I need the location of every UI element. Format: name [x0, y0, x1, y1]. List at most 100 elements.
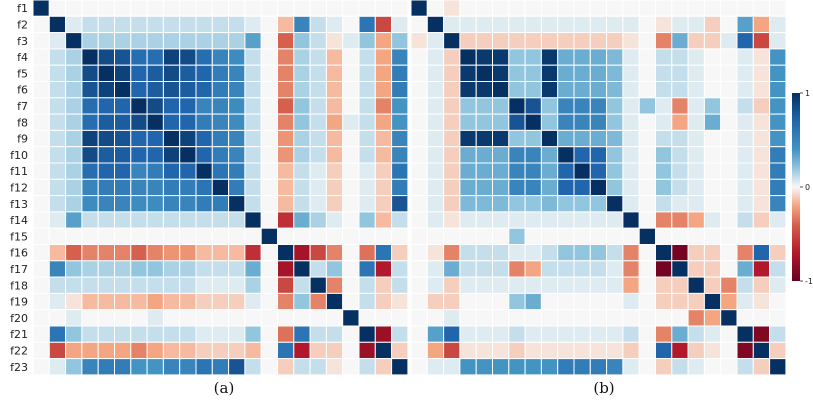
heatmap-cell: [130, 260, 148, 278]
heatmap-cell: [358, 227, 376, 245]
heatmap-cell: [179, 292, 197, 311]
heatmap-cell: [325, 309, 344, 327]
heatmap-cell: [540, 309, 559, 327]
heatmap-cell: [342, 325, 360, 343]
heatmap-cell: [752, 309, 771, 327]
heatmap-cell: [325, 97, 344, 115]
heatmap-cell: [228, 129, 246, 148]
heatmap-cell: [244, 227, 262, 245]
heatmap-cell: [524, 325, 542, 343]
heatmap-cell: [374, 48, 393, 66]
heatmap-cell: [81, 195, 99, 213]
heatmap-cell: [195, 32, 213, 50]
heatmap-cell: [325, 48, 344, 66]
heatmap-cell: [391, 227, 409, 245]
heatmap-cell: [606, 64, 624, 82]
heatmap-cell: [211, 178, 230, 197]
heatmap-cell: [211, 195, 230, 213]
heatmap-cell: [492, 178, 510, 197]
heatmap-cell: [195, 129, 213, 148]
heatmap-cell: [293, 129, 311, 148]
heatmap-cell: [736, 0, 754, 17]
heatmap-cell: [426, 32, 445, 50]
heatmap-cell: [508, 129, 526, 148]
heatmap-cell: [342, 15, 360, 34]
heatmap-cell: [146, 146, 164, 164]
heatmap-cell: [244, 15, 262, 34]
heatmap-cell: [671, 64, 689, 82]
heatmap-cell: [459, 341, 477, 360]
heatmap-cell: [130, 162, 148, 180]
heatmap-cell: [589, 129, 608, 148]
heatmap-cell: [752, 0, 771, 17]
heatmap-cell: [228, 32, 246, 50]
heatmap-cell: [736, 341, 754, 360]
heatmap-cell: [573, 276, 591, 294]
heatmap-cell: [130, 81, 148, 99]
heatmap-cell: [211, 0, 230, 17]
heatmap-cell: [48, 113, 67, 131]
heatmap-cell: [179, 260, 197, 278]
heatmap-cell: [687, 15, 705, 34]
heatmap-cell: [655, 48, 673, 66]
heatmap-cell: [752, 358, 771, 376]
heatmap-cell: [130, 0, 148, 17]
heatmap-cell: [589, 162, 608, 180]
heatmap-cell: [524, 260, 542, 278]
heatmap-cell: [325, 64, 344, 82]
heatmap-cell: [752, 292, 771, 311]
heatmap-cell: [277, 15, 295, 34]
heatmap-cell: [475, 15, 494, 34]
heatmap-cell: [769, 0, 787, 17]
heatmap-cell: [655, 146, 673, 164]
heatmap-cell: [589, 64, 608, 82]
heatmap-cell: [97, 146, 115, 164]
heatmap-cell: [114, 276, 132, 294]
heatmap-cell: [606, 227, 624, 245]
heatmap-cell: [162, 97, 181, 115]
heatmap-cell: [244, 309, 262, 327]
heatmap-cell: [211, 211, 230, 229]
heatmap-cell: [32, 113, 50, 131]
heatmap-cell: [703, 309, 722, 327]
heatmap-cell: [228, 227, 246, 245]
heatmap-cell: [228, 341, 246, 360]
heatmap-cell: [443, 178, 461, 197]
heatmap-cell: [687, 358, 705, 376]
heatmap-cell: [687, 146, 705, 164]
heatmap-cell: [720, 32, 738, 50]
heatmap-panel-b: [410, 0, 787, 376]
heatmap-cell: [325, 113, 344, 131]
heatmap-cell: [228, 260, 246, 278]
heatmap-cell: [97, 358, 115, 376]
heatmap-cell: [277, 292, 295, 311]
heatmap-cell: [638, 276, 657, 294]
heatmap-cell: [277, 129, 295, 148]
heatmap-cell: [325, 178, 344, 197]
heatmap-cell: [410, 227, 428, 245]
heatmap-cell: [374, 97, 393, 115]
heatmap-cell: [589, 341, 608, 360]
heatmap-cell: [622, 195, 640, 213]
heatmap-cell: [524, 162, 542, 180]
heatmap-cell: [391, 178, 409, 197]
heatmap-cell: [410, 341, 428, 360]
heatmap-cell: [97, 211, 115, 229]
heatmap-cell: [573, 97, 591, 115]
heatmap-cell: [179, 309, 197, 327]
heatmap-cell: [162, 341, 181, 360]
heatmap-cell: [211, 64, 230, 82]
heatmap-cell: [655, 325, 673, 343]
heatmap-cell: [410, 195, 428, 213]
row-label: f21: [10, 328, 28, 341]
heatmap-cell: [622, 113, 640, 131]
heatmap-cell: [606, 146, 624, 164]
heatmap-cell: [374, 195, 393, 213]
heatmap-cell: [130, 32, 148, 50]
heatmap-cell: [374, 227, 393, 245]
heatmap-cell: [475, 341, 494, 360]
heatmap-cell: [443, 97, 461, 115]
heatmap-cell: [540, 129, 559, 148]
heatmap-cell: [374, 64, 393, 82]
heatmap-cell: [260, 195, 279, 213]
